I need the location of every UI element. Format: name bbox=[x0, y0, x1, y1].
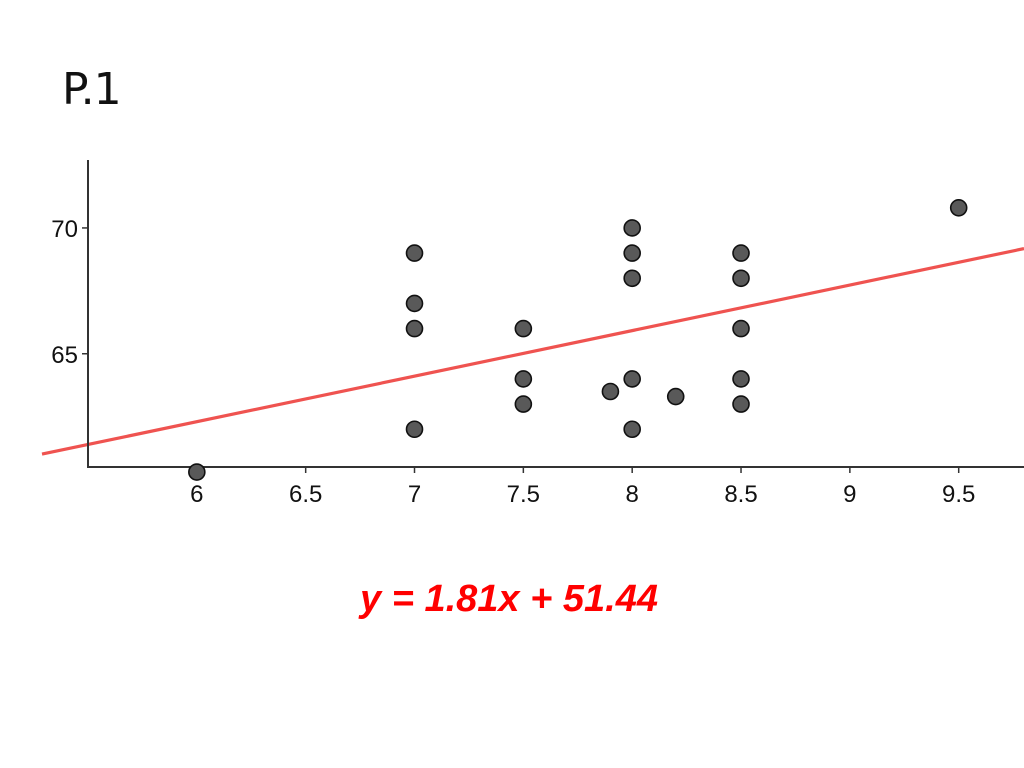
data-point bbox=[405, 319, 424, 338]
regression-equation: y = 1.81x + 51.44 bbox=[0, 578, 1024, 621]
data-point bbox=[623, 269, 641, 288]
x-tick-label: 6.5 bbox=[289, 481, 322, 508]
data-point bbox=[732, 395, 750, 413]
data-point bbox=[732, 269, 750, 288]
data-point bbox=[601, 382, 620, 401]
x-tick-label: 8.5 bbox=[724, 481, 757, 508]
data-point bbox=[623, 370, 641, 388]
x-tick-label: 7 bbox=[408, 481, 421, 508]
data-point bbox=[188, 463, 206, 481]
data-point bbox=[405, 294, 424, 313]
x-tick-label: 8 bbox=[626, 481, 639, 508]
regression-equation-text: y = 1.81x + 51.44 bbox=[360, 578, 658, 620]
x-tick-label: 9 bbox=[843, 481, 856, 508]
data-point bbox=[732, 319, 750, 338]
y-tick-label: 65 bbox=[51, 342, 78, 369]
trendline bbox=[41, 247, 1024, 456]
data-point bbox=[732, 370, 750, 388]
data-point bbox=[514, 319, 533, 338]
slide-title: P.1 bbox=[62, 64, 122, 115]
data-point bbox=[732, 244, 750, 262]
data-point bbox=[514, 395, 533, 413]
data-point bbox=[623, 420, 641, 439]
data-point bbox=[666, 387, 685, 406]
x-tick-label: 9.5 bbox=[942, 481, 975, 508]
data-point bbox=[405, 420, 424, 439]
data-point bbox=[949, 199, 968, 217]
x-tick-label: 7.5 bbox=[507, 481, 540, 508]
data-point bbox=[623, 219, 641, 237]
x-tick-label: 6 bbox=[190, 481, 203, 508]
data-point bbox=[514, 370, 533, 388]
y-tick-label: 70 bbox=[51, 216, 78, 243]
data-point bbox=[623, 244, 641, 262]
data-point bbox=[405, 244, 424, 262]
